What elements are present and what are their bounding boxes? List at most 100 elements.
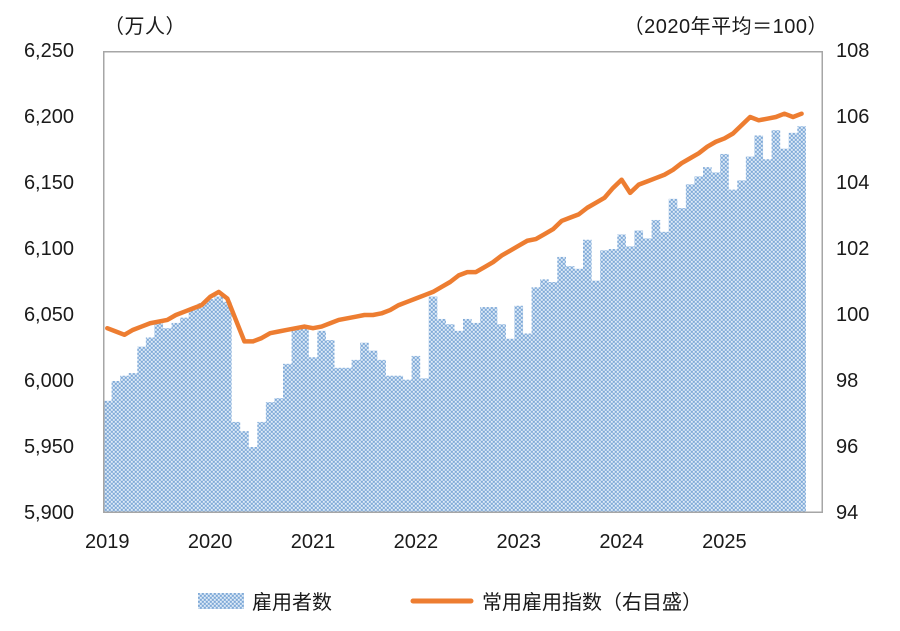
bar-month-81	[797, 126, 806, 513]
bar-month-41	[454, 330, 464, 512]
bar-month-14	[223, 301, 232, 512]
bar-month-9	[180, 317, 189, 512]
bar-month-29	[351, 359, 361, 512]
bar-month-35	[403, 379, 412, 512]
bar-month-66	[668, 198, 678, 512]
bar-month-80	[788, 132, 798, 512]
bar-month-19	[265, 402, 275, 512]
bar-month-42	[463, 318, 472, 512]
bar-month-58	[600, 250, 609, 512]
bar-month-25	[317, 330, 326, 512]
bar-month-13	[214, 296, 224, 512]
legend-item-employees: 雇用者数	[198, 586, 332, 615]
bar-month-17	[248, 447, 258, 512]
bar-month-45	[488, 307, 498, 512]
bar-month-46	[497, 324, 506, 512]
bar-month-34	[394, 375, 404, 512]
bar-pattern-swatch-icon	[198, 592, 244, 609]
bar-month-31	[368, 350, 378, 512]
bar-month-32	[377, 359, 386, 512]
bar-month-50	[531, 287, 541, 512]
right-axis-unit-label: （2020年平均＝100）	[623, 16, 828, 38]
bar-month-39	[437, 318, 446, 512]
bar-month-75	[745, 156, 755, 512]
left-axis-tick: 6,000	[23, 370, 74, 392]
left-axis-tick: 5,900	[23, 502, 74, 524]
employment-index-line	[105, 111, 804, 344]
bar-month-38	[428, 296, 438, 512]
bar-month-67	[677, 208, 686, 512]
bar-month-57	[591, 280, 601, 512]
legend-label-index: 常用雇用指数（右目盛）	[482, 592, 702, 614]
legend-label-employees: 雇用者数	[252, 592, 332, 614]
bar-month-15	[231, 421, 241, 512]
bar-month-12	[205, 299, 215, 512]
left-axis-tick: 6,200	[23, 106, 74, 128]
bar-month-28	[343, 367, 352, 512]
plot-area	[103, 51, 823, 513]
right-axis-tick: 108	[836, 40, 870, 62]
bar-month-1	[111, 381, 121, 512]
left-axis-tick: 6,250	[23, 40, 74, 62]
bar-month-63	[643, 238, 652, 512]
bar-month-26	[325, 340, 335, 512]
bar-month-79	[780, 148, 789, 512]
bar-month-55	[574, 268, 584, 512]
bar-month-78	[771, 130, 781, 512]
legend: 雇用者数 常用雇用指数（右目盛）	[0, 586, 900, 615]
bar-month-54	[565, 266, 575, 512]
bar-month-8	[171, 322, 181, 512]
bar-month-70	[703, 167, 712, 512]
bar-month-0	[103, 400, 112, 512]
right-axis-tick: 98	[836, 370, 859, 392]
bar-month-27	[334, 367, 344, 512]
year-label-2020: 2020	[187, 531, 233, 553]
right-axis-tick: 102	[836, 238, 870, 260]
left-axis-tick: 6,050	[23, 304, 74, 326]
bar-month-18	[257, 421, 266, 512]
year-label-2024: 2024	[599, 531, 644, 553]
bar-month-61	[625, 246, 635, 513]
bar-month-44	[480, 307, 489, 512]
bar-month-4	[137, 346, 146, 512]
bar-month-11	[197, 303, 206, 512]
bar-month-69	[694, 176, 704, 512]
bar-month-33	[385, 375, 395, 512]
left-axis-tick: 6,100	[23, 238, 74, 260]
bar-month-3	[128, 373, 138, 512]
bar-month-73	[728, 189, 738, 512]
bar-month-23	[300, 328, 309, 512]
bar-month-10	[188, 308, 198, 512]
bar-month-60	[617, 234, 626, 513]
legend-item-index: 常用雇用指数（右目盛）	[410, 586, 702, 615]
bar-month-59	[608, 249, 618, 512]
bar-month-2	[120, 375, 129, 512]
bar-month-5	[145, 337, 155, 512]
bar-month-24	[308, 357, 318, 512]
right-axis-tick: 96	[836, 436, 859, 458]
year-label-2022: 2022	[393, 531, 439, 553]
bar-month-22	[291, 329, 301, 512]
bar-month-37	[420, 378, 429, 512]
bar-month-53	[557, 256, 566, 512]
bar-month-71	[711, 172, 721, 512]
bar-month-74	[737, 180, 746, 513]
bar-month-7	[163, 328, 172, 512]
right-axis-tick: 94	[836, 502, 859, 524]
bar-month-72	[720, 153, 729, 512]
bar-month-30	[360, 342, 369, 512]
left-axis-tick: 6,150	[23, 172, 74, 194]
bar-month-68	[685, 184, 695, 512]
bar-month-21	[283, 363, 292, 512]
left-axis-unit-label: （万人）	[104, 16, 186, 38]
bar-month-62	[634, 230, 644, 512]
right-axis-tick: 104	[836, 172, 870, 194]
bar-month-56	[583, 239, 592, 512]
year-label-2025: 2025	[702, 531, 747, 553]
right-axis-tick: 106	[836, 106, 870, 128]
bar-month-49	[523, 333, 532, 512]
bar-month-65	[660, 231, 669, 512]
bar-month-76	[754, 135, 764, 512]
bar-month-64	[651, 219, 661, 512]
